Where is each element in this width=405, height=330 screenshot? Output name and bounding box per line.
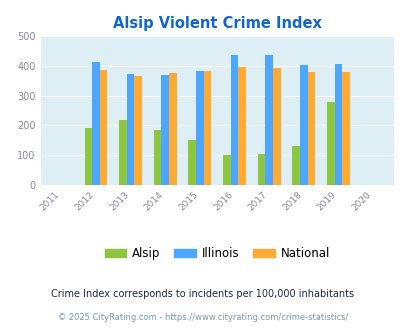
Bar <box>161 75 168 185</box>
Bar <box>168 73 176 185</box>
Bar <box>153 130 161 185</box>
Bar <box>223 155 230 185</box>
Legend: Alsip, Illinois, National: Alsip, Illinois, National <box>100 243 334 265</box>
Bar <box>292 146 299 185</box>
Bar <box>307 72 314 185</box>
Bar <box>341 72 349 185</box>
Bar <box>238 67 245 185</box>
Bar <box>334 64 341 185</box>
Bar <box>100 70 107 185</box>
Bar <box>203 71 211 185</box>
Text: Crime Index corresponds to incidents per 100,000 inhabitants: Crime Index corresponds to incidents per… <box>51 289 354 299</box>
Bar <box>134 76 142 185</box>
Title: Alsip Violent Crime Index: Alsip Violent Crime Index <box>113 16 321 31</box>
Bar <box>265 55 272 185</box>
Bar <box>119 120 126 185</box>
Bar <box>272 68 280 185</box>
Bar <box>126 74 134 185</box>
Bar <box>188 140 196 185</box>
Bar <box>84 128 92 185</box>
Bar <box>230 55 238 185</box>
Bar <box>257 154 265 185</box>
Bar <box>92 61 100 185</box>
Bar <box>326 102 334 185</box>
Bar <box>299 65 307 185</box>
Bar <box>196 71 203 185</box>
Text: © 2025 CityRating.com - https://www.cityrating.com/crime-statistics/: © 2025 CityRating.com - https://www.city… <box>58 313 347 322</box>
